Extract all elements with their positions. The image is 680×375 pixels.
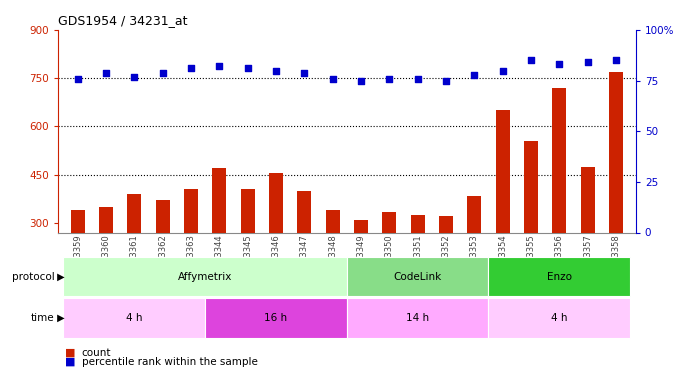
Bar (297, 191, 311, 319)
Text: 4 h: 4 h (126, 313, 143, 323)
Text: ▶: ▶ (54, 272, 65, 282)
Bar (467, 195, 481, 319)
Point (412, 76, 423, 82)
Bar (581, 166, 595, 319)
Point (101, 69, 112, 75)
Bar (205, 298, 347, 338)
Bar (439, 216, 453, 319)
Bar (347, 298, 488, 338)
Point (554, 62, 565, 68)
Text: percentile rank within the sample: percentile rank within the sample (82, 357, 258, 367)
Point (186, 66, 197, 72)
Point (497, 68, 508, 74)
Point (356, 78, 367, 84)
Bar (354, 220, 368, 319)
Bar (382, 211, 396, 319)
Point (157, 69, 168, 75)
Point (214, 63, 225, 69)
Point (582, 59, 593, 65)
Bar (212, 168, 226, 319)
Point (384, 76, 395, 82)
Bar (63, 257, 347, 296)
Text: 16 h: 16 h (265, 313, 288, 323)
Text: Affymetrix: Affymetrix (178, 272, 233, 282)
Point (129, 74, 140, 80)
Text: count: count (82, 348, 111, 357)
Point (327, 76, 338, 82)
Text: 14 h: 14 h (406, 313, 429, 323)
Bar (411, 215, 425, 319)
Point (271, 68, 282, 74)
Text: ■: ■ (65, 357, 75, 367)
Bar (99, 207, 113, 319)
Text: protocol: protocol (12, 272, 54, 282)
Bar (524, 141, 538, 319)
Bar (63, 298, 205, 338)
Bar (269, 173, 283, 319)
Point (611, 57, 622, 63)
Text: CodeLink: CodeLink (394, 272, 442, 282)
Point (441, 78, 452, 84)
Text: ■: ■ (65, 348, 75, 357)
Point (242, 66, 253, 72)
Bar (326, 210, 340, 319)
Bar (496, 110, 510, 319)
Point (72, 76, 83, 82)
Text: 4 h: 4 h (551, 313, 568, 323)
Point (526, 57, 537, 63)
Text: GDS1954 / 34231_at: GDS1954 / 34231_at (58, 15, 187, 27)
Text: ▶: ▶ (54, 313, 65, 323)
Bar (488, 257, 630, 296)
Point (299, 69, 310, 75)
Bar (488, 298, 630, 338)
Bar (156, 200, 170, 319)
Bar (241, 189, 255, 319)
Bar (184, 189, 198, 319)
Bar (127, 194, 141, 319)
Bar (552, 88, 566, 319)
Text: time: time (31, 313, 54, 323)
Point (469, 72, 480, 78)
Bar (71, 210, 85, 319)
Text: Enzo: Enzo (547, 272, 572, 282)
Bar (609, 72, 623, 319)
Bar (347, 257, 488, 296)
